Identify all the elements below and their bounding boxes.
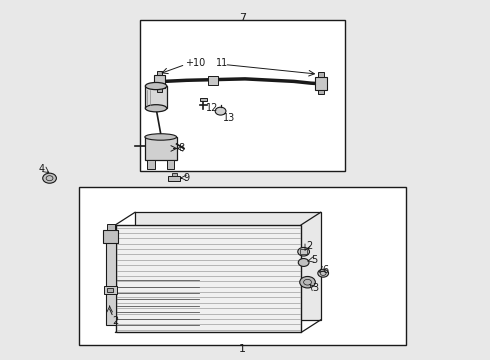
Text: 9: 9	[183, 173, 189, 183]
Circle shape	[215, 107, 226, 115]
Text: 2: 2	[306, 241, 312, 251]
Bar	[147, 160, 155, 169]
Bar	[157, 88, 162, 92]
Text: 5: 5	[311, 255, 317, 265]
Polygon shape	[135, 212, 321, 320]
Text: 11: 11	[216, 58, 228, 68]
Bar	[168, 176, 180, 181]
Polygon shape	[116, 225, 301, 332]
Bar	[315, 77, 327, 90]
Ellipse shape	[145, 134, 176, 140]
Circle shape	[298, 247, 310, 256]
Circle shape	[43, 173, 56, 183]
Bar	[318, 90, 324, 94]
Circle shape	[300, 276, 316, 288]
Bar	[106, 235, 116, 325]
Bar	[79, 187, 406, 345]
Bar	[146, 86, 167, 108]
Text: 7: 7	[239, 13, 246, 23]
Bar	[318, 72, 324, 77]
Text: +10: +10	[185, 58, 206, 68]
Text: 4: 4	[39, 164, 45, 174]
Ellipse shape	[146, 82, 167, 90]
Bar	[103, 230, 118, 243]
Text: 13: 13	[223, 113, 235, 123]
Bar	[172, 173, 176, 176]
Bar	[154, 75, 165, 88]
Bar	[104, 286, 117, 294]
Text: 12: 12	[206, 103, 218, 113]
Bar	[167, 160, 174, 169]
Bar	[300, 249, 307, 254]
Bar	[200, 98, 207, 101]
Bar	[107, 288, 113, 292]
Bar	[140, 21, 345, 171]
Text: 3: 3	[313, 283, 318, 293]
Circle shape	[318, 269, 329, 277]
Text: 8: 8	[178, 143, 184, 153]
Text: 6: 6	[322, 265, 328, 275]
Bar	[107, 225, 115, 230]
Text: 1: 1	[239, 344, 246, 354]
Circle shape	[298, 258, 309, 266]
Bar	[208, 76, 218, 85]
Bar	[145, 137, 176, 160]
Bar	[157, 71, 162, 75]
Text: 2: 2	[112, 316, 119, 326]
Ellipse shape	[146, 105, 167, 112]
